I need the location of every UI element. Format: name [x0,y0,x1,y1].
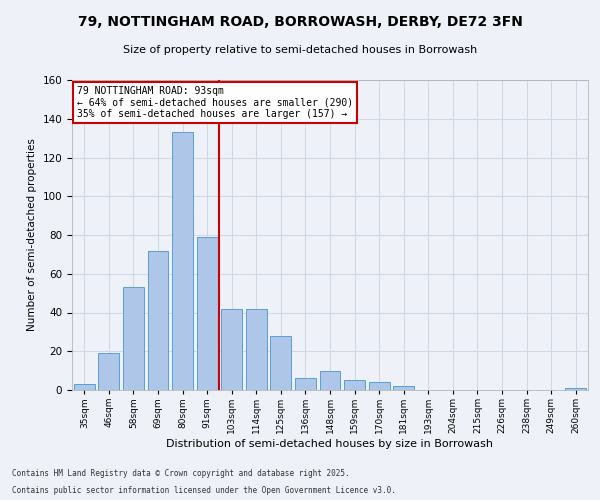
Bar [221,308,242,390]
Bar [320,370,340,390]
Bar [246,308,267,390]
Bar [393,386,414,390]
Y-axis label: Number of semi-detached properties: Number of semi-detached properties [27,138,37,332]
Bar [368,382,389,390]
Bar [74,384,95,390]
Bar [565,388,586,390]
Bar [172,132,193,390]
Text: 79 NOTTINGHAM ROAD: 93sqm
← 64% of semi-detached houses are smaller (290)
35% of: 79 NOTTINGHAM ROAD: 93sqm ← 64% of semi-… [77,86,353,120]
Bar [98,353,119,390]
Bar [344,380,365,390]
Bar [197,237,218,390]
Text: Contains HM Land Registry data © Crown copyright and database right 2025.: Contains HM Land Registry data © Crown c… [12,468,350,477]
Bar [148,250,169,390]
Text: 79, NOTTINGHAM ROAD, BORROWASH, DERBY, DE72 3FN: 79, NOTTINGHAM ROAD, BORROWASH, DERBY, D… [77,15,523,29]
Text: Size of property relative to semi-detached houses in Borrowash: Size of property relative to semi-detach… [123,45,477,55]
Bar [123,288,144,390]
Bar [271,336,292,390]
Bar [295,378,316,390]
Text: Contains public sector information licensed under the Open Government Licence v3: Contains public sector information licen… [12,486,396,495]
X-axis label: Distribution of semi-detached houses by size in Borrowash: Distribution of semi-detached houses by … [167,439,493,449]
